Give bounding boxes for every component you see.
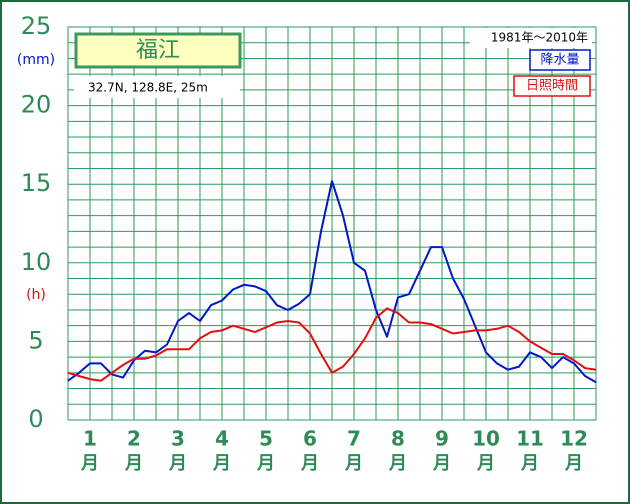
title-box [74,32,242,69]
subtitle: 32.7N, 128.8E, 25m [88,81,208,95]
x-tick-unit: 月 [432,453,451,474]
y-tick-label: 10 [21,248,52,276]
x-tick-label: 3 [171,427,185,451]
x-tick-unit: 月 [476,453,495,474]
x-tick-label: 11 [516,427,544,451]
period: 1981年〜2010年 [491,31,588,45]
x-tick-unit: 月 [80,453,99,474]
y-tick-label: 5 [28,326,43,354]
x-tick-unit: 月 [124,453,143,474]
y-unit-mm: (mm) [17,52,55,68]
x-tick-label: 9 [435,427,449,451]
x-tick-unit: 月 [344,453,363,474]
x-tick-unit: 月 [168,453,187,474]
x-tick-unit: 月 [564,453,583,474]
legend-box [513,75,591,97]
legend-box [529,49,591,71]
y-tick-label: 15 [21,169,52,197]
legend-label: 日照時間 [526,79,578,94]
chart-title: 福江 [136,38,180,63]
x-tick-label: 12 [560,427,588,451]
series-line [67,180,597,384]
x-tick-label: 1 [83,427,97,451]
legend-label: 降水量 [540,53,579,68]
y-tick-label: 20 [21,91,52,119]
x-tick-label: 7 [347,427,361,451]
x-tick-unit: 月 [520,453,539,474]
x-tick-label: 4 [215,427,229,451]
x-tick-label: 5 [259,427,273,451]
x-tick-unit: 月 [256,453,275,474]
x-tick-unit: 月 [300,453,319,474]
lines [67,180,597,384]
period-box [470,28,592,48]
x-tick-label: 8 [391,427,405,451]
x-tick-label: 10 [472,427,500,451]
x-tick-unit: 月 [212,453,231,474]
series-line [67,307,597,382]
y-tick-label: 0 [28,405,43,433]
y-unit-h: (h) [26,287,46,303]
x-tick-label: 6 [303,427,317,451]
subtitle-box [74,76,240,98]
x-tick-unit: 月 [388,453,407,474]
x-tick-label: 2 [127,427,141,451]
y-tick-label: 25 [21,12,52,40]
